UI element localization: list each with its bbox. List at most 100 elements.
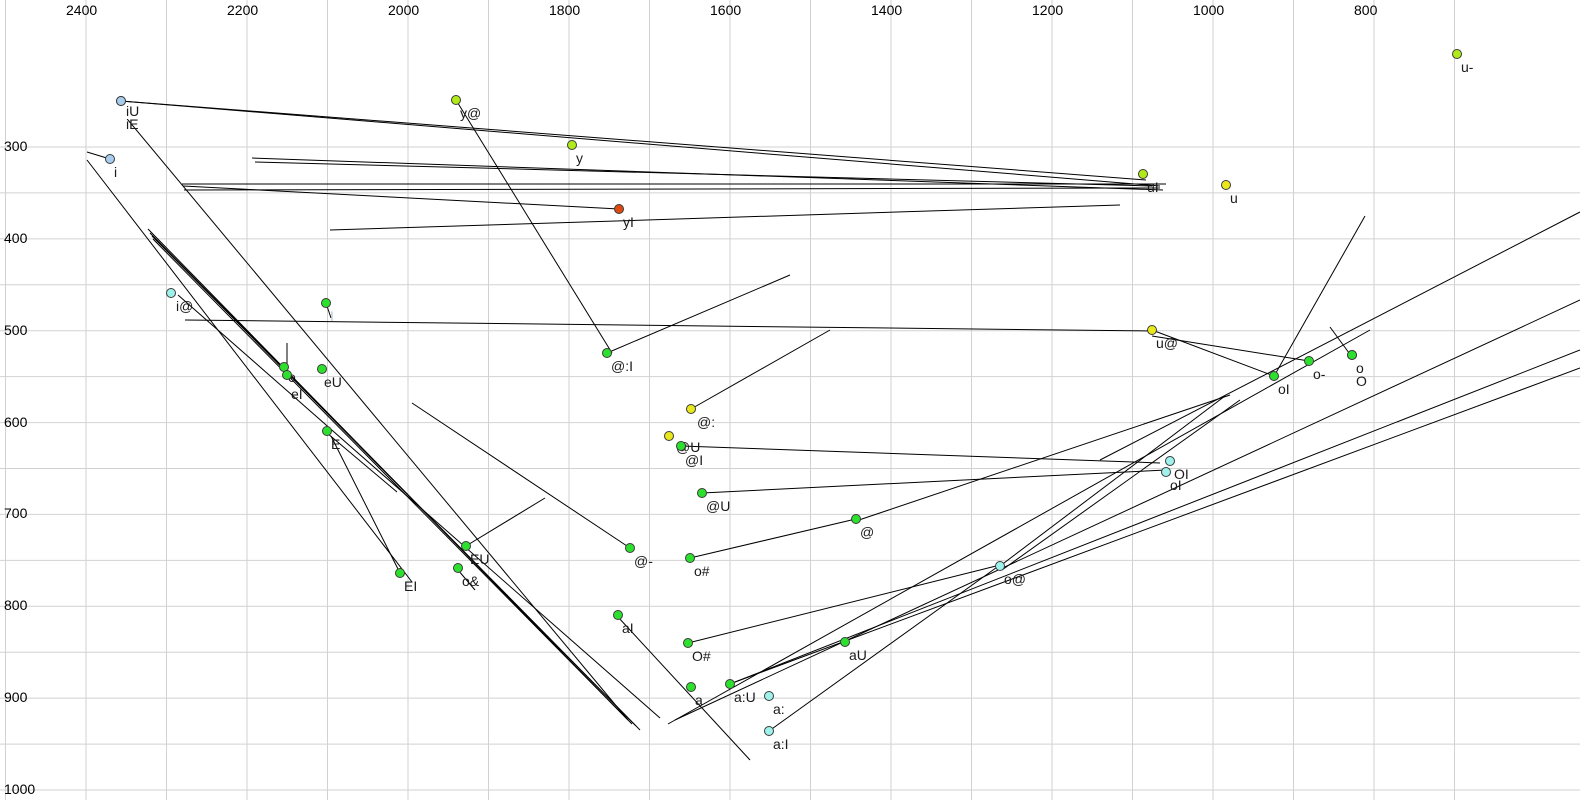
- data-point-O_[interactable]: [683, 638, 693, 648]
- data-point-aI[interactable]: [613, 610, 623, 620]
- data-point-a[interactable]: [686, 682, 696, 692]
- trajectory-line: [86, 159, 413, 583]
- data-point-I[interactable]: [321, 298, 331, 308]
- data-point-label: @: [860, 524, 875, 540]
- data-point-label: OI: [1174, 466, 1189, 482]
- data-point-label: uI: [1147, 179, 1159, 195]
- trajectory-line: [1001, 399, 1241, 571]
- data-point-i[interactable]: [105, 154, 115, 164]
- trajectory-line: [465, 497, 546, 547]
- trajectory-line: [182, 185, 620, 210]
- data-point-label: y: [576, 150, 583, 166]
- data-point-o_[interactable]: [995, 561, 1005, 571]
- data-point-__[interactable]: [625, 543, 635, 553]
- data-point-label: a:U: [734, 689, 756, 705]
- data-point-a_I[interactable]: [764, 726, 774, 736]
- data-point-O[interactable]: [1347, 350, 1357, 360]
- data-point-label: a:I: [773, 736, 789, 752]
- data-point-label: o&: [462, 573, 480, 589]
- data-point-eI[interactable]: [282, 370, 292, 380]
- data-point-label: E: [331, 436, 341, 452]
- data-point-label: EI: [404, 578, 418, 594]
- data-point-label: i@: [176, 298, 194, 314]
- x-axis-tick: 800: [1354, 2, 1378, 18]
- trajectory-line: [120, 100, 1161, 187]
- trajectory-line: [667, 329, 1371, 725]
- trajectory-line: [152, 238, 633, 725]
- data-point-i_[interactable]: [166, 288, 176, 298]
- trajectory-line: [151, 235, 637, 727]
- trajectory-line: [183, 187, 1161, 191]
- data-point-label: a:: [773, 701, 785, 717]
- data-point-__[interactable]: [686, 404, 696, 414]
- data-point-label: @:I: [611, 358, 633, 374]
- data-point-label: o: [1356, 360, 1364, 376]
- data-point-label: @:: [697, 414, 716, 430]
- data-point-label: oI: [1278, 381, 1290, 397]
- trajectory-line: [690, 329, 831, 410]
- data-point-label: O: [1356, 373, 1367, 389]
- data-point-label: u-: [1461, 59, 1474, 75]
- data-point-o_[interactable]: [685, 553, 695, 563]
- data-point-u_[interactable]: [1147, 325, 1157, 335]
- connector-lines: [86, 99, 1580, 761]
- data-point-_I[interactable]: [676, 441, 686, 451]
- trajectory-line: [1151, 335, 1310, 362]
- data-point-o_[interactable]: [1304, 356, 1314, 366]
- data-point-E[interactable]: [322, 426, 332, 436]
- data-point-_U[interactable]: [697, 488, 707, 498]
- data-point-label: a: [695, 692, 703, 708]
- data-point-label: EU: [470, 551, 490, 567]
- data-point-a_[interactable]: [764, 691, 774, 701]
- data-point-EI[interactable]: [395, 568, 405, 578]
- data-point-y_[interactable]: [451, 95, 461, 105]
- trajectory-line: [687, 564, 1001, 644]
- trajectory-line: [184, 319, 1153, 332]
- data-point-label: e: [288, 369, 296, 385]
- data-point-u[interactable]: [1221, 180, 1231, 190]
- trajectory-line: [330, 435, 401, 574]
- trajectory-line: [329, 204, 1121, 231]
- data-point-OI[interactable]: [1165, 456, 1175, 466]
- trajectory-line: [1151, 329, 1275, 377]
- data-point-label: eU: [324, 374, 342, 390]
- data-point-oI[interactable]: [1161, 467, 1171, 477]
- data-point-y[interactable]: [567, 140, 577, 150]
- trajectory-line: [606, 274, 791, 354]
- data-point-a_U[interactable]: [725, 679, 735, 689]
- y-axis-tick: 700: [4, 505, 28, 522]
- data-point-label: @U: [706, 498, 731, 514]
- data-point-__I[interactable]: [602, 348, 612, 358]
- data-point-iE[interactable]: [116, 96, 126, 106]
- data-point-_U[interactable]: [664, 431, 674, 441]
- data-point-label: O#: [692, 648, 711, 664]
- data-point-label: o-: [1313, 366, 1326, 382]
- trajectory-line: [455, 99, 613, 354]
- data-point-label: oI: [1170, 477, 1182, 493]
- trajectory-line: [855, 394, 1231, 522]
- trajectory-line: [768, 564, 1001, 732]
- trajectory-line: [254, 161, 1153, 187]
- x-axis-tick: 1000: [1193, 2, 1225, 18]
- data-point-EU[interactable]: [461, 541, 471, 551]
- trajectory-line: [617, 616, 751, 761]
- x-axis-tick: 1600: [710, 2, 742, 18]
- data-point-uI[interactable]: [1138, 169, 1148, 179]
- trajectory-line: [680, 445, 1161, 464]
- data-point-o_[interactable]: [453, 563, 463, 573]
- data-point-yI[interactable]: [614, 204, 624, 214]
- data-point-label: u@: [1156, 335, 1178, 351]
- data-point-oI[interactable]: [1269, 371, 1279, 381]
- trajectory-line: [326, 432, 398, 493]
- data-point-eU[interactable]: [317, 364, 327, 374]
- data-point-aU[interactable]: [840, 637, 850, 647]
- data-point-_[interactable]: [851, 514, 861, 524]
- y-axis-tick: 900: [4, 689, 28, 706]
- data-point-label: aI: [622, 620, 634, 636]
- x-axis-tick: 1800: [549, 2, 581, 18]
- data-point-u_[interactable]: [1452, 49, 1462, 59]
- y-axis-tick: 1000: [4, 781, 36, 797]
- data-point-label: iE: [126, 116, 139, 132]
